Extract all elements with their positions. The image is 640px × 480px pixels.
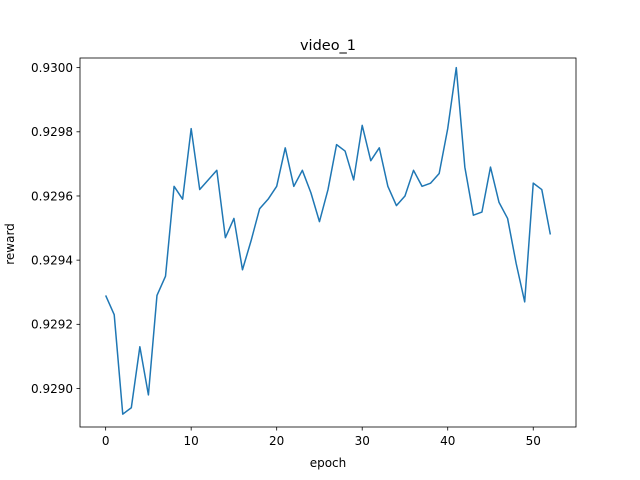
y-axis-title: reward [3, 223, 17, 265]
x-tick-label: 50 [526, 434, 541, 448]
y-tick-label: 0.9292 [31, 318, 73, 332]
y-tick-label: 0.9294 [31, 253, 73, 267]
x-tick-label: 20 [269, 434, 284, 448]
x-tick-label: 40 [440, 434, 455, 448]
x-tick-label: 0 [102, 434, 110, 448]
plot-area: 0 10 20 30 40 50 0.9290 0.9292 0.9294 0.9296 0.929… [31, 57, 577, 448]
x-tick-label: 10 [184, 434, 199, 448]
x-tick-label: 30 [355, 434, 370, 448]
series-line-0 [104, 66, 552, 415]
y-tick-label: 0.9300 [31, 61, 73, 75]
y-tick-label: 0.9296 [31, 189, 73, 203]
axes-frame [79, 57, 577, 428]
x-axis-title: epoch [310, 456, 347, 470]
y-tick-label: 0.9298 [31, 125, 73, 139]
chart-title: video_1 [300, 38, 356, 54]
y-tick-label: 0.9290 [31, 382, 73, 396]
